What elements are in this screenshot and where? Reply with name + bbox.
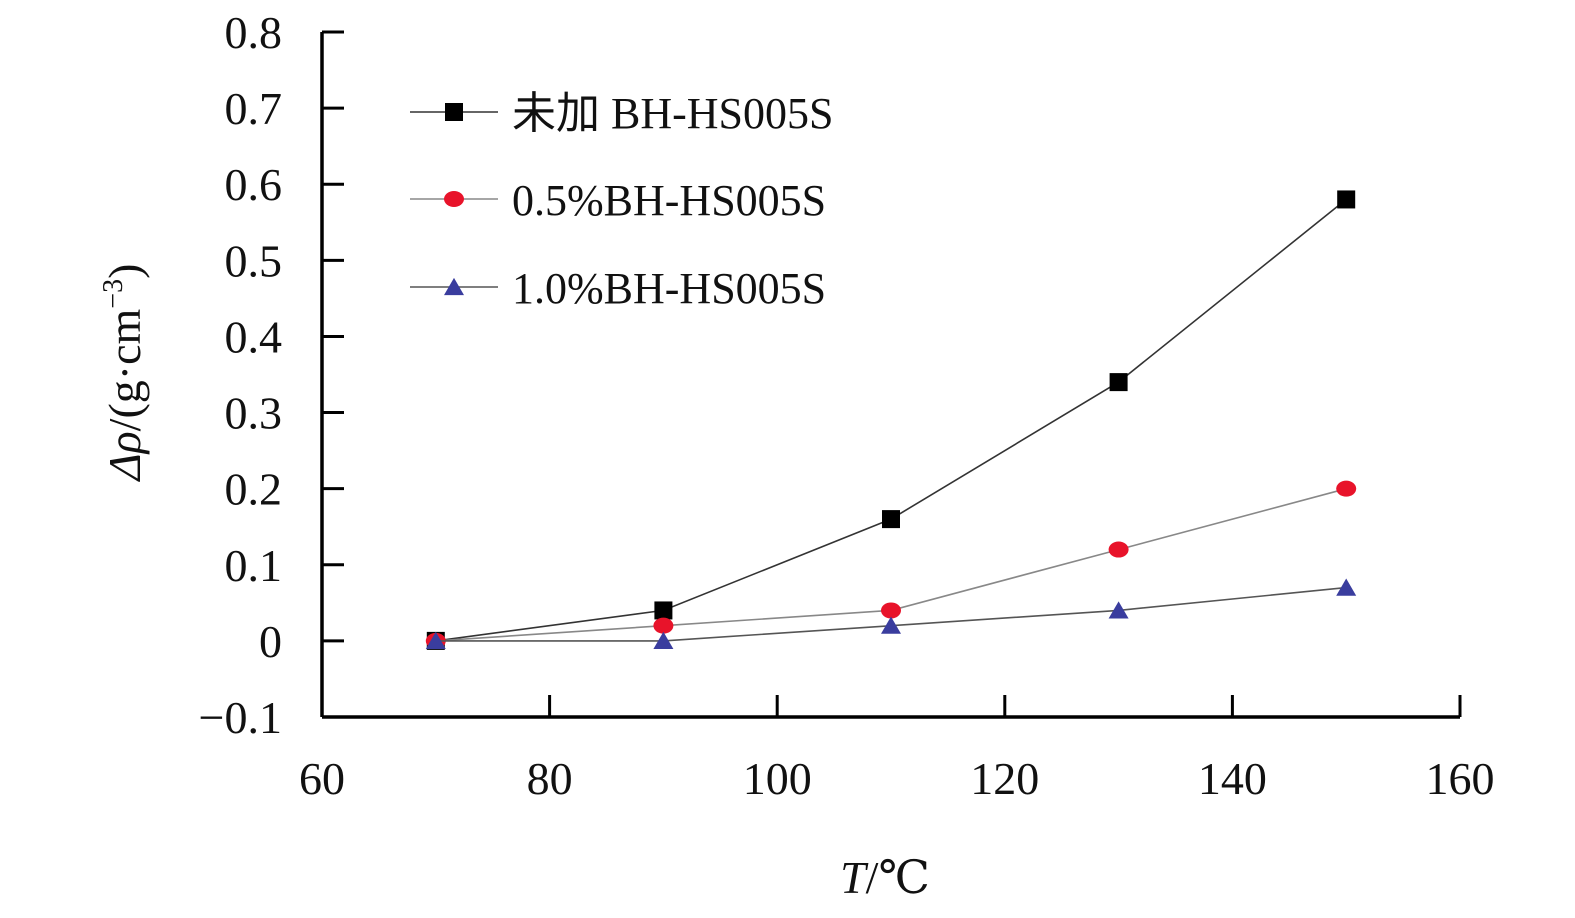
ticks: −0.1 0 0.1 0.2 0.3 0.4 0.5 0.6 0.7 0.8 60 80 100 120 1… (199, 7, 1495, 804)
data-point (653, 617, 674, 634)
data-point (1108, 601, 1129, 619)
data-point (1336, 480, 1357, 497)
data-point (881, 602, 901, 619)
x-tick-label: 60 (299, 753, 345, 804)
data-point (425, 631, 446, 649)
y-tick-label: 0.2 (225, 464, 283, 515)
legend: 未加 BH-HS005S 0.5%BH-HS005S 1.0%BH-HS005S (410, 89, 834, 313)
x-tick-label: 140 (1198, 753, 1267, 804)
data-point (653, 631, 674, 649)
legend-label: 1.0%BH-HS005S (512, 264, 826, 313)
y-tick-label: 0.4 (225, 311, 283, 362)
legend-marker (444, 277, 464, 296)
series-square (426, 190, 1356, 650)
legend-item: 1.0%BH-HS005S (410, 264, 826, 313)
y-axis-label-rest: /(g·cm (99, 309, 150, 432)
y-tick-label: 0.6 (225, 159, 283, 210)
y-tick-label: 0 (259, 616, 282, 667)
y-tick-label: 0.1 (225, 540, 283, 591)
x-tick-label: 80 (527, 753, 573, 804)
y-tick-label: 0.3 (225, 388, 283, 439)
data-point (1109, 373, 1128, 392)
x-tick-label: 160 (1426, 753, 1495, 804)
data-point (1336, 578, 1357, 596)
data-point (654, 601, 673, 620)
x-axis-label: T/℃ (840, 852, 930, 903)
x-axis-label-italic: T (840, 852, 869, 903)
legend-label: 未加 BH-HS005S (512, 89, 834, 138)
x-axis-label-rest: /℃ (866, 852, 930, 903)
y-tick-label: 0.5 (225, 235, 283, 286)
axes (320, 32, 1460, 719)
data-point (882, 510, 900, 529)
legend-item: 0.5%BH-HS005S (410, 176, 826, 225)
y-tick-label: 0.8 (225, 7, 283, 58)
series-triangle (425, 578, 1357, 649)
y-tick-label: −0.1 (199, 692, 282, 743)
data-point (881, 616, 901, 634)
data-point (1108, 541, 1129, 558)
y-axis-label-close: ) (99, 264, 150, 279)
legend-item: 未加 BH-HS005S (410, 89, 834, 138)
y-tick-label: 0.7 (225, 83, 283, 134)
data-point (1337, 190, 1356, 209)
legend-marker (444, 191, 464, 207)
legend-label: 0.5%BH-HS005S (512, 176, 826, 225)
x-tick-label: 120 (970, 753, 1039, 804)
legend-marker (445, 103, 463, 121)
y-axis-label-italic: Δρ (99, 431, 150, 482)
series-layer (425, 190, 1357, 650)
y-axis-label: Δρ/(g·cm−3) (98, 264, 150, 483)
y-axis-label-sup: −3 (98, 279, 129, 309)
x-tick-label: 100 (743, 753, 812, 804)
